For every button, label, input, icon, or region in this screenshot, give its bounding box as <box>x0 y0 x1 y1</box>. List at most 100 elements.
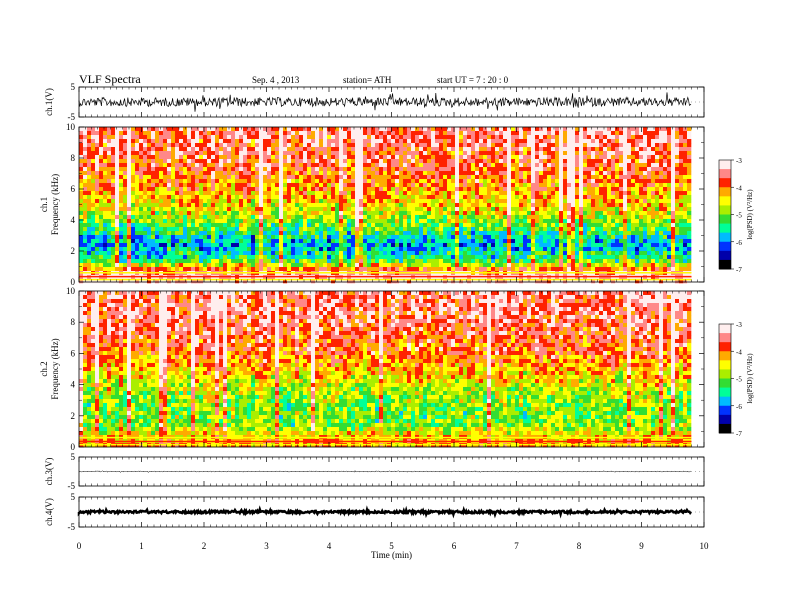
colorbar-segment <box>719 336 731 340</box>
x-tick-label: 6 <box>452 541 457 551</box>
spectrogram-cells-ch1 <box>79 127 692 284</box>
colorbar-segment <box>719 259 731 263</box>
colorbar-segment <box>719 349 731 352</box>
start-time-label: start UT = 7 : 20 : 0 <box>437 75 509 85</box>
y-tick-label: 10 <box>66 286 76 296</box>
colorbar-2 <box>718 323 734 434</box>
y-axis-label: Frequency (kHz) <box>50 338 60 399</box>
colorbar-segment <box>719 324 731 327</box>
colorbar-segment <box>719 411 731 414</box>
colorbar-segment <box>719 342 731 345</box>
colorbar-segment <box>719 169 731 172</box>
y-tick-label: -5 <box>68 522 76 532</box>
date-label: Sep. 4 , 2013 <box>252 75 300 85</box>
station-label: station= ATH <box>343 75 392 85</box>
colorbar-segment <box>719 380 731 383</box>
colorbar-segment <box>719 431 731 434</box>
colorbar-segment <box>719 161 731 165</box>
colorbar-segment <box>719 383 731 387</box>
colorbar-segment <box>719 216 731 219</box>
colorbar-segment <box>719 396 731 399</box>
y-tick-label: 4 <box>71 380 76 390</box>
colorbar-segment <box>719 358 731 361</box>
colorbar-segment <box>719 400 731 403</box>
y-tick-label: 0 <box>71 442 76 452</box>
colorbar-segment <box>719 403 731 407</box>
colorbar-segment <box>719 181 731 185</box>
colorbar-segment <box>719 267 731 270</box>
colorbar-segment <box>719 340 731 343</box>
colorbar-segment <box>719 223 731 226</box>
x-tick-label: 4 <box>327 541 332 551</box>
x-tick-label: 10 <box>700 541 710 551</box>
colorbar-segment <box>719 163 731 166</box>
colorbar-segment <box>719 165 731 168</box>
colorbar-tick-label: -7 <box>736 430 742 438</box>
colorbar-segment <box>719 369 731 372</box>
y-tick-label: 0 <box>71 277 76 287</box>
colorbar-segment <box>719 345 731 349</box>
y-tick-label: 10 <box>66 122 76 132</box>
colorbar-segment <box>719 331 731 334</box>
colorbar-segment <box>719 416 731 419</box>
colorbar-segment <box>719 338 731 341</box>
colorbar-tick-label: -4 <box>736 184 742 192</box>
panel-channel-label: ch.1 <box>39 197 49 212</box>
colorbar-segment <box>719 178 731 181</box>
colorbar-segment <box>719 236 731 239</box>
y-tick-label: 6 <box>71 348 76 358</box>
colorbar-segment <box>719 356 731 360</box>
colorbar-tick-label: -4 <box>736 348 742 356</box>
colorbar-segment <box>719 334 731 338</box>
colorbar-segment <box>719 387 731 390</box>
x-tick-label: 8 <box>577 541 582 551</box>
colorbar-segment <box>719 243 731 246</box>
colorbar-segment <box>719 325 731 329</box>
colorbar-segment <box>719 418 731 421</box>
colorbar-segment <box>719 353 731 356</box>
colorbar-segment <box>719 429 731 432</box>
colorbar-segment <box>719 209 731 212</box>
y-axis-label: Frequency (kHz) <box>50 174 60 235</box>
colorbar-segment <box>719 210 731 214</box>
colorbar-tick-label: -5 <box>736 212 742 220</box>
colorbar-1 <box>718 159 734 270</box>
colorbar-segment <box>719 194 731 197</box>
colorbar-segment <box>719 174 731 177</box>
colorbar-label: log(PSD) (V²/Hz) <box>746 189 754 240</box>
x-tick-label: 9 <box>639 541 644 551</box>
colorbar-segment <box>719 398 731 401</box>
colorbar-segment <box>719 427 731 430</box>
colorbar-segment <box>719 189 731 192</box>
colorbar-segment <box>719 249 731 252</box>
x-axis-label: Time (min) <box>371 550 412 560</box>
x-tick-label: 2 <box>202 541 207 551</box>
colorbar-segment <box>719 405 731 409</box>
colorbar-segment <box>719 232 731 235</box>
colorbar-segment <box>719 391 731 394</box>
panel-4 <box>78 456 705 487</box>
colorbar-segment <box>719 363 731 367</box>
colorbar-segment <box>719 362 731 365</box>
colorbar-segment <box>719 374 731 378</box>
y-tick-label: 5 <box>71 82 76 92</box>
colorbar-segment <box>719 218 731 221</box>
colorbar-segment <box>719 413 731 416</box>
y-tick-label: 6 <box>71 184 76 194</box>
colorbar-segment <box>719 343 731 347</box>
y-tick-label: 8 <box>71 317 76 327</box>
colorbar-segment <box>719 212 731 215</box>
colorbar-segment <box>719 219 731 223</box>
colorbar-segment <box>719 214 731 217</box>
colorbar-segment <box>719 201 731 205</box>
colorbar-segment <box>719 385 731 389</box>
colorbar-segment <box>719 389 731 392</box>
panel-2 <box>78 126 705 284</box>
y-tick-label: 8 <box>71 153 76 163</box>
colorbar-segment <box>719 198 731 201</box>
colorbar-segment <box>719 261 731 265</box>
colorbar-segment <box>719 207 731 210</box>
colorbar-segment <box>719 199 731 203</box>
